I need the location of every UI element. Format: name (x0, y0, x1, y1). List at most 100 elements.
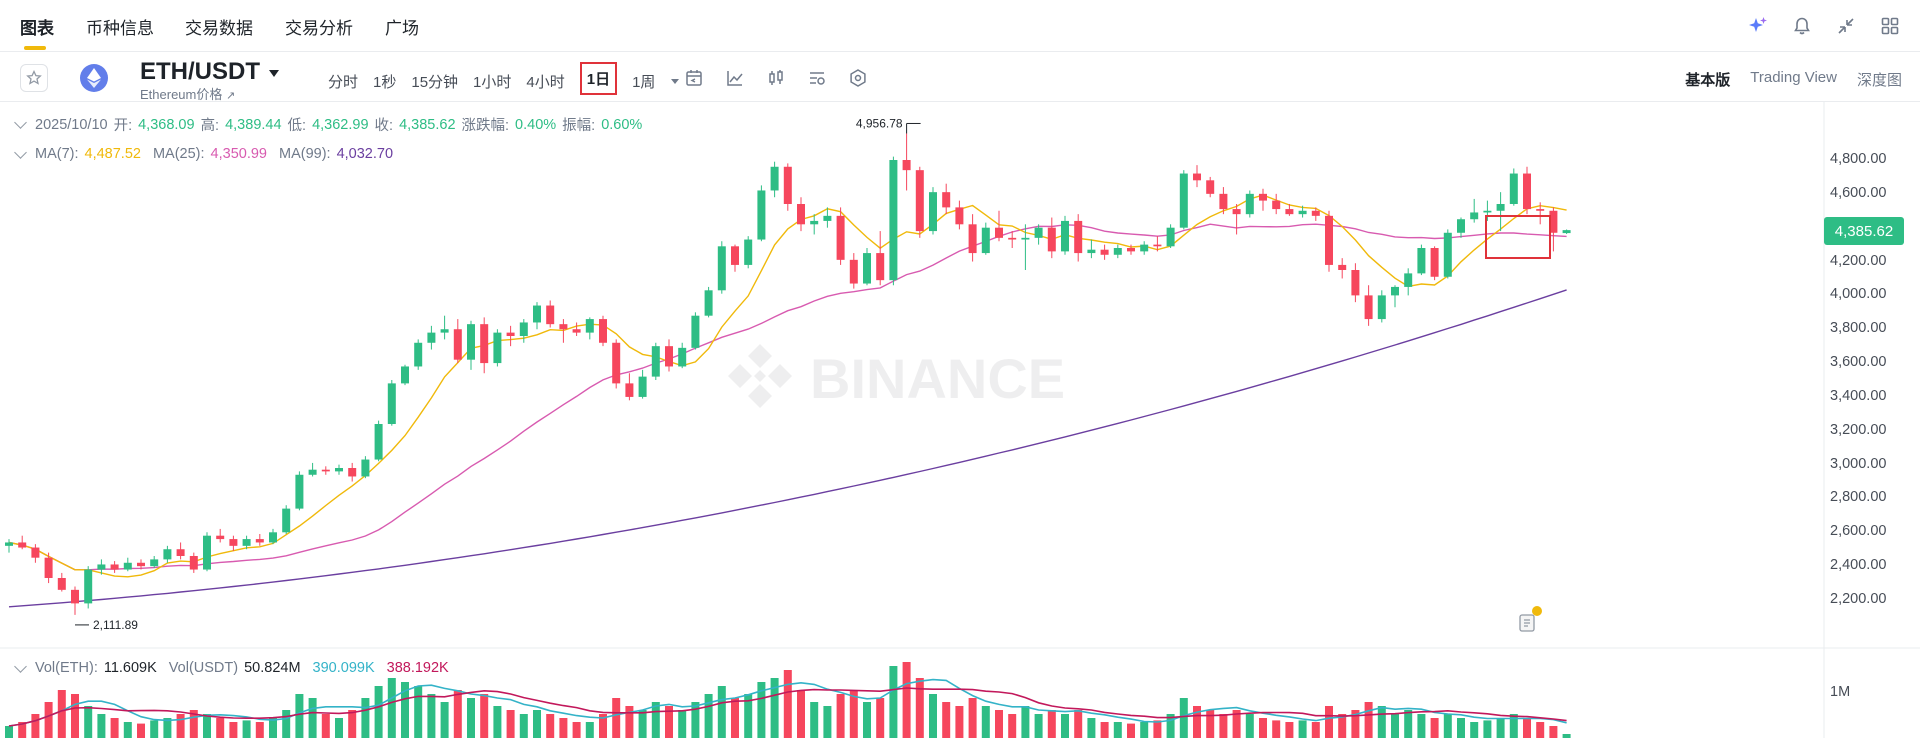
price-chart[interactable]: BINANCE 4,956.78 2,111.89 (0, 102, 1920, 738)
volume-bar (836, 694, 845, 738)
volume-bar (1232, 710, 1241, 738)
volume-bar (810, 702, 819, 738)
volume-bar (929, 694, 937, 738)
volume-bar (1325, 706, 1333, 738)
volume-bar (1113, 722, 1122, 738)
symbol-dropdown-icon[interactable] (268, 66, 280, 84)
interval-more-dropdown[interactable] (670, 73, 680, 90)
volume-ma-line (8, 678, 1567, 727)
ai-sparkle-icon[interactable] (1746, 14, 1770, 38)
volume-bar (123, 722, 132, 738)
volume-bar (374, 686, 383, 738)
interval-1s[interactable]: 1秒 (373, 74, 397, 91)
candle (414, 339, 423, 370)
vol-ma1-value: 390.099K (312, 660, 375, 676)
candle (863, 248, 871, 286)
indicator-line-icon[interactable] (723, 66, 747, 90)
volume-bar (308, 698, 317, 738)
close-value: 4,385.62 (399, 116, 456, 133)
ma25-line (8, 223, 1567, 571)
tab-trading-data[interactable]: 交易数据 (185, 19, 253, 38)
ma25-label: MA(25): (152, 146, 205, 162)
view-basic[interactable]: 基本版 (1685, 72, 1731, 89)
view-tradingview[interactable]: Trading View (1750, 69, 1837, 86)
calendar-icon[interactable] (682, 66, 706, 90)
volume-bar (863, 702, 871, 738)
volume-bar (453, 690, 462, 738)
volume-bar (1483, 720, 1492, 738)
y-axis-tick: 4,200.00 (1830, 252, 1887, 269)
volume-bar (717, 686, 726, 738)
candle (1259, 188, 1267, 211)
volume-bar (163, 718, 172, 738)
volume-bar (1047, 710, 1056, 738)
interval-time[interactable]: 分时 (328, 74, 359, 91)
candle (189, 552, 198, 573)
candle-type-icon[interactable] (764, 66, 788, 90)
candle (110, 561, 119, 573)
volume-bar (1153, 720, 1162, 738)
candle (467, 320, 475, 370)
collapse-icon[interactable] (1834, 14, 1858, 38)
volume-bar (348, 710, 357, 738)
candle (1325, 210, 1333, 272)
candle (691, 312, 700, 350)
volume-bar (797, 690, 805, 738)
tab-chart[interactable]: 图表 (20, 19, 54, 38)
tab-coin-info[interactable]: 币种信息 (86, 19, 154, 38)
change-value: 0.40% (515, 116, 557, 133)
ma7-line (8, 194, 1567, 578)
y-axis-tick: 3,800.00 (1830, 320, 1887, 337)
interval-1w[interactable]: 1周 (632, 74, 656, 91)
volume-bar (137, 723, 145, 738)
ma7-path (8, 194, 1567, 578)
volume-bar (1430, 718, 1439, 738)
interval-1d[interactable]: 1日 (579, 62, 618, 95)
layout-grid-icon[interactable] (1878, 14, 1902, 38)
settings-list-icon[interactable] (805, 66, 829, 90)
volume-bar (665, 706, 673, 738)
volume-bar (942, 702, 951, 738)
candle (216, 528, 225, 543)
candle (480, 317, 489, 374)
candle (1127, 244, 1135, 255)
binance-watermark: BINANCE (728, 344, 1065, 410)
candle (203, 532, 211, 572)
volume-bar (981, 706, 990, 738)
low-marker-label: 2,111.89 (93, 618, 138, 632)
vol-eth-label: Vol(ETH): (35, 660, 98, 676)
high-value: 4,389.44 (225, 116, 282, 133)
notes-badge[interactable] (1516, 606, 1542, 634)
volume-bar (678, 710, 687, 738)
interval-15m[interactable]: 15分钟 (411, 74, 459, 91)
candle (163, 545, 172, 563)
favorite-star-button[interactable] (20, 64, 48, 92)
volume-bar (546, 714, 555, 738)
tab-square[interactable]: 广场 (385, 19, 419, 38)
candle (18, 535, 27, 550)
candle (559, 319, 568, 343)
candle (1285, 204, 1294, 216)
volume-bar (1074, 710, 1083, 738)
symbol-subtitle-link[interactable]: Ethereum价格 ↗ (140, 87, 236, 102)
ma25-value: 4,350.99 (210, 146, 267, 162)
candle (1008, 231, 1017, 248)
candle (533, 302, 541, 330)
gear-icon[interactable] (846, 66, 870, 90)
volume-bar (1100, 722, 1109, 738)
candle (731, 244, 739, 272)
interval-1h[interactable]: 1小时 (473, 74, 512, 91)
interval-4h[interactable]: 4小时 (526, 74, 565, 91)
close-label: 收: (374, 118, 394, 134)
view-depth[interactable]: 深度图 (1856, 72, 1902, 89)
candle (1417, 244, 1426, 276)
candle (1034, 224, 1043, 245)
change-label: 涨跌幅: (461, 118, 510, 134)
volume-bar (1404, 710, 1413, 738)
tab-trading-analysis[interactable]: 交易分析 (285, 19, 353, 38)
bell-icon[interactable] (1790, 14, 1814, 38)
symbol-pair[interactable]: ETH/USDT (140, 58, 260, 85)
volume-bar (612, 698, 621, 738)
chart-tools (682, 66, 870, 90)
candle (704, 286, 713, 318)
